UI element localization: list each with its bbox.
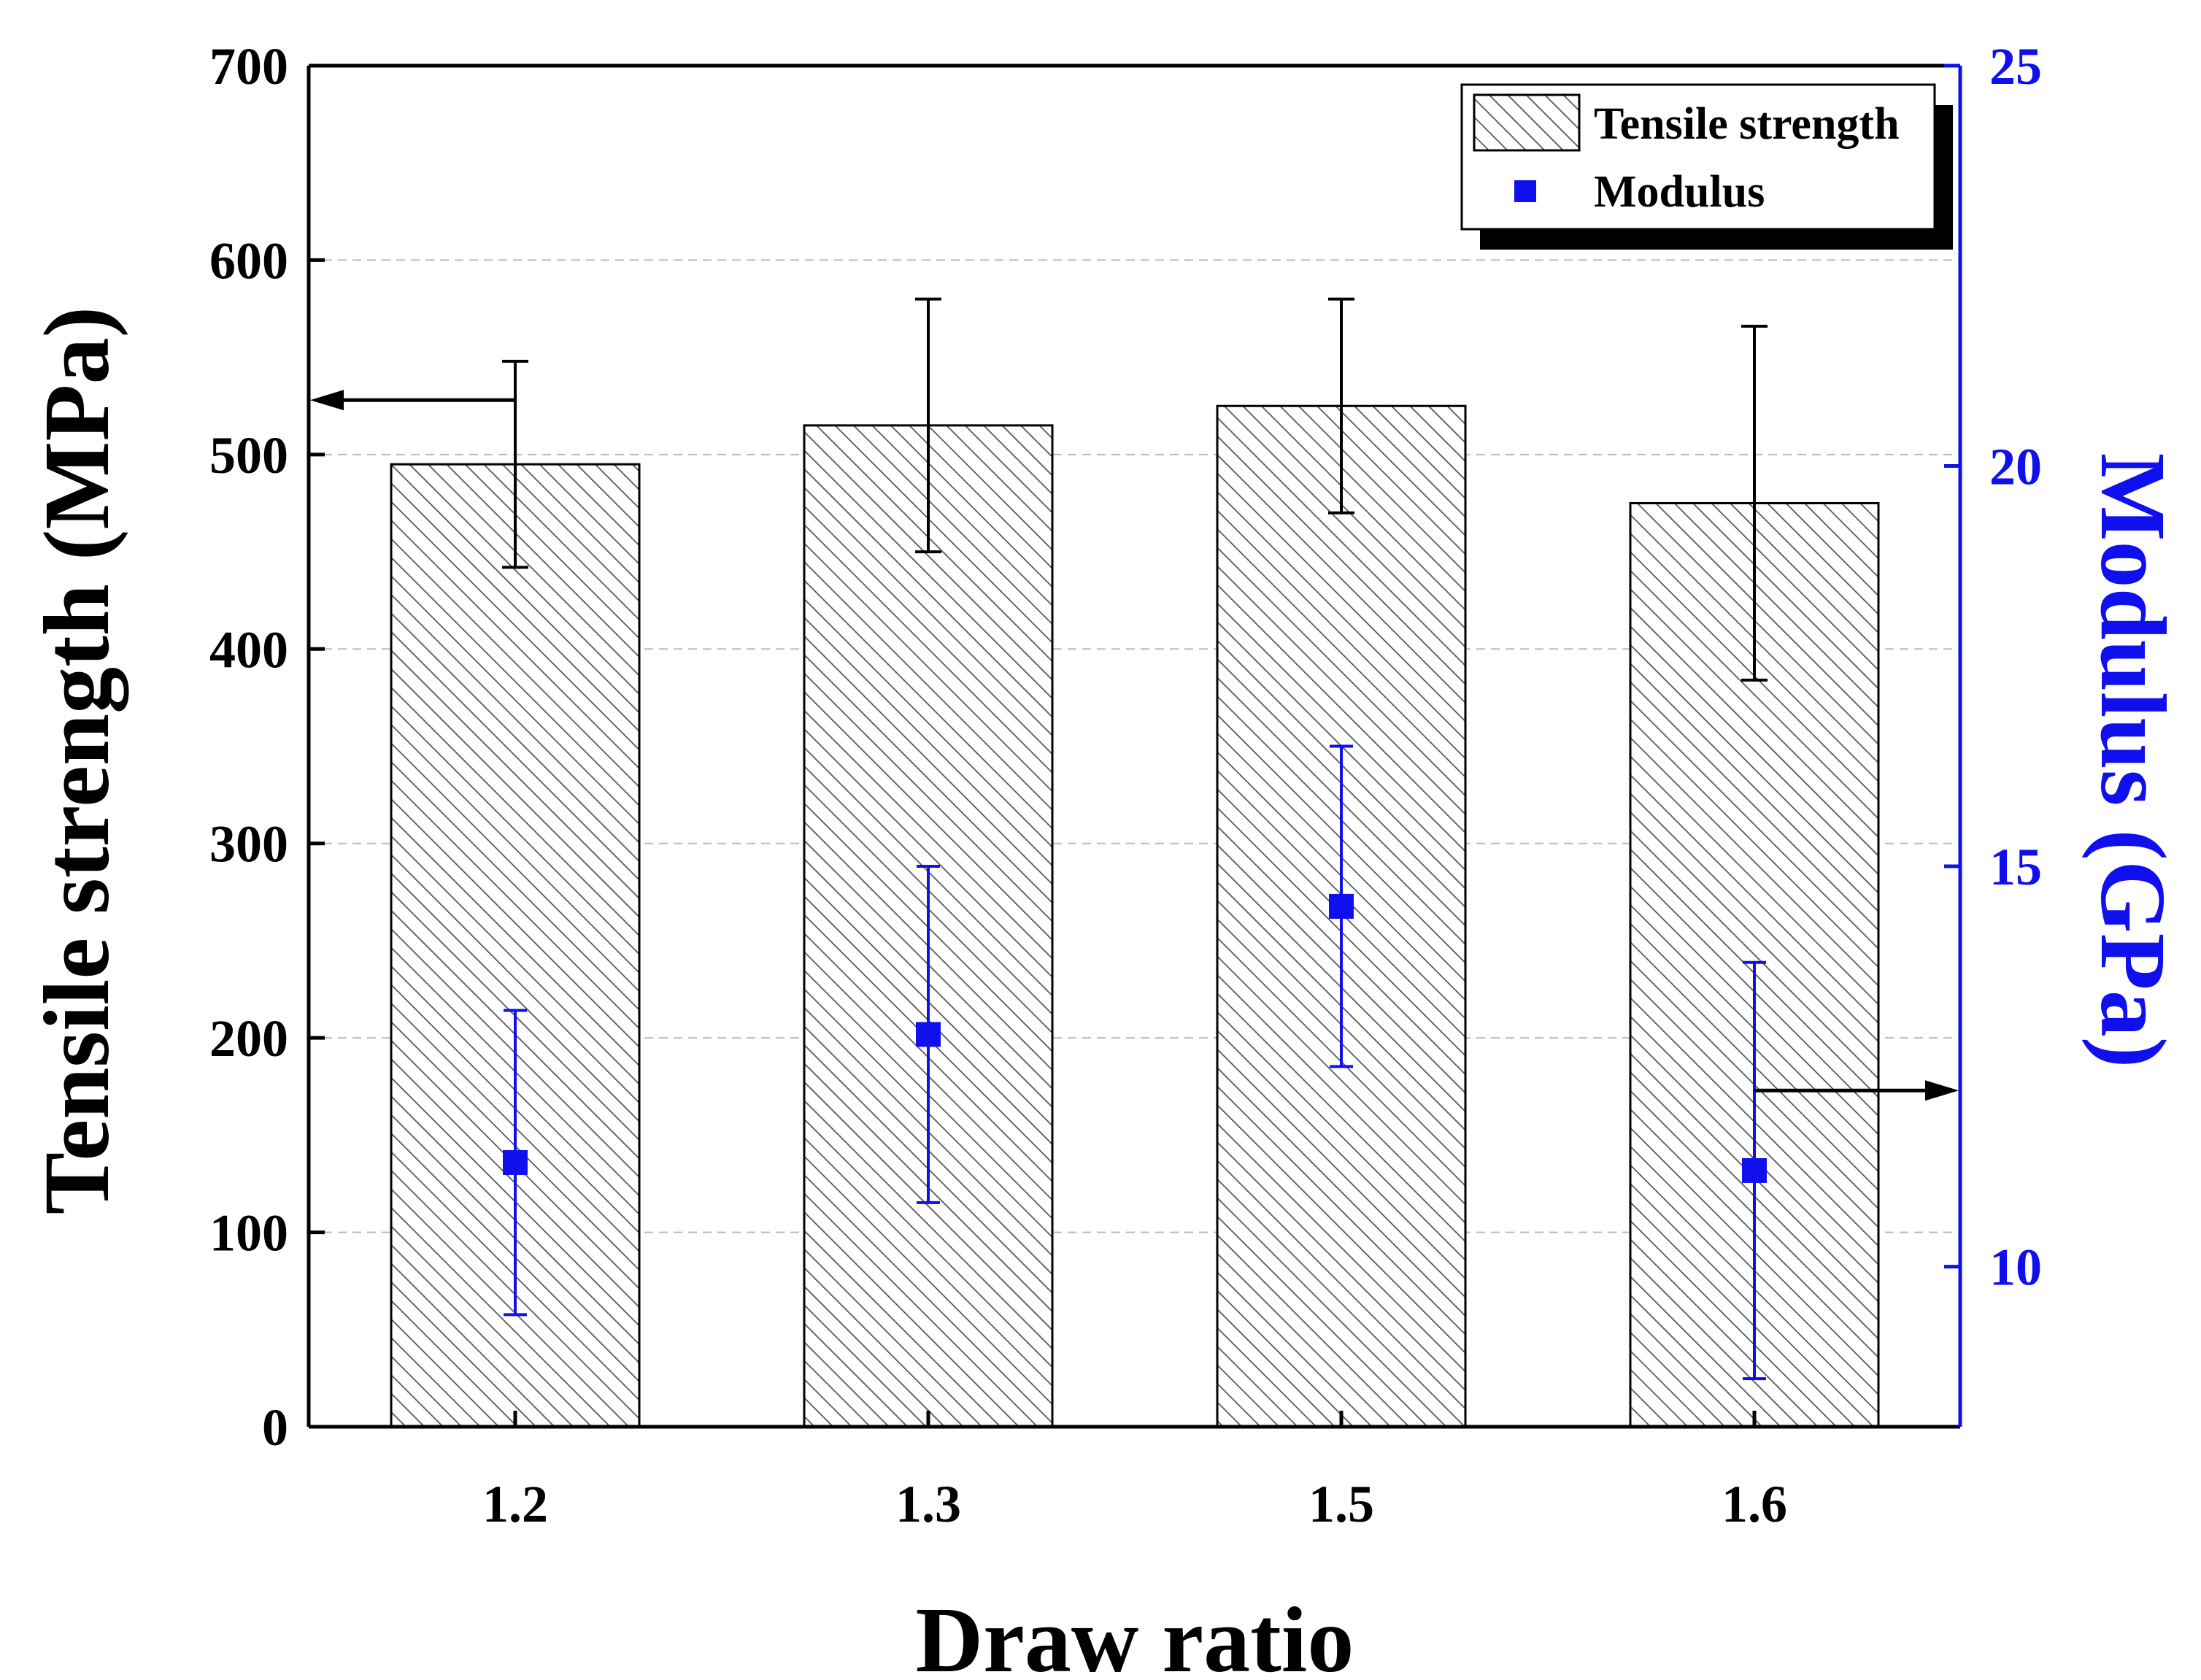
legend: Tensile strength Modulus [1460,83,1953,250]
axis-layer: 0 100 200 300 400 500 600 700 10 15 20 25 1.2 1.3 1.5 1… [209,37,2042,1533]
bar-layer [390,404,1880,1428]
errbar-layer [502,297,1768,682]
legend-swatch-tensile [1473,93,1581,152]
x-tick-label-1.2: 1.2 [482,1475,548,1533]
x-tick-label-1.3: 1.3 [895,1475,961,1533]
point-modulus-1.6 [1742,1157,1767,1183]
left-tick-label-600: 600 [209,231,288,290]
left-tick-label-200: 200 [209,1009,288,1068]
right-y-axis-title: Modulus (GPa) [2081,453,2185,1068]
x-tick-label-1.5: 1.5 [1308,1475,1374,1533]
legend-marker-modulus [1514,180,1536,202]
right-tick-label-15: 15 [1989,838,2042,896]
right-tick-label-25: 25 [1989,37,2042,96]
right-tick-label-10: 10 [1989,1238,2042,1297]
left-tick-label-400: 400 [209,620,288,679]
left-tick-label-300: 300 [209,815,288,874]
point-modulus-1.2 [503,1149,528,1175]
left-tick-label-100: 100 [209,1204,288,1263]
legend-label-modulus: Modulus [1594,167,1765,217]
left-tick-label-0: 0 [262,1398,288,1457]
left-tick-label-700: 700 [209,37,288,96]
arrow-to-left-axis-head [310,390,344,411]
x-axis-title: Draw ratio [916,1588,1354,1680]
modulus-layer [503,744,1767,1381]
point-modulus-1.3 [916,1022,941,1047]
x-tick-label-1.6: 1.6 [1722,1475,1787,1533]
left-tick-label-500: 500 [209,426,288,485]
left-y-axis-title: Tensile strength (MPa) [25,307,128,1214]
annot-layer [310,390,1959,1101]
arrow-to-right-axis-head [1925,1080,1959,1101]
legend-label-tensile: Tensile strength [1594,99,1900,149]
right-tick-label-20: 20 [1989,438,2042,496]
point-modulus-1.5 [1329,893,1354,919]
